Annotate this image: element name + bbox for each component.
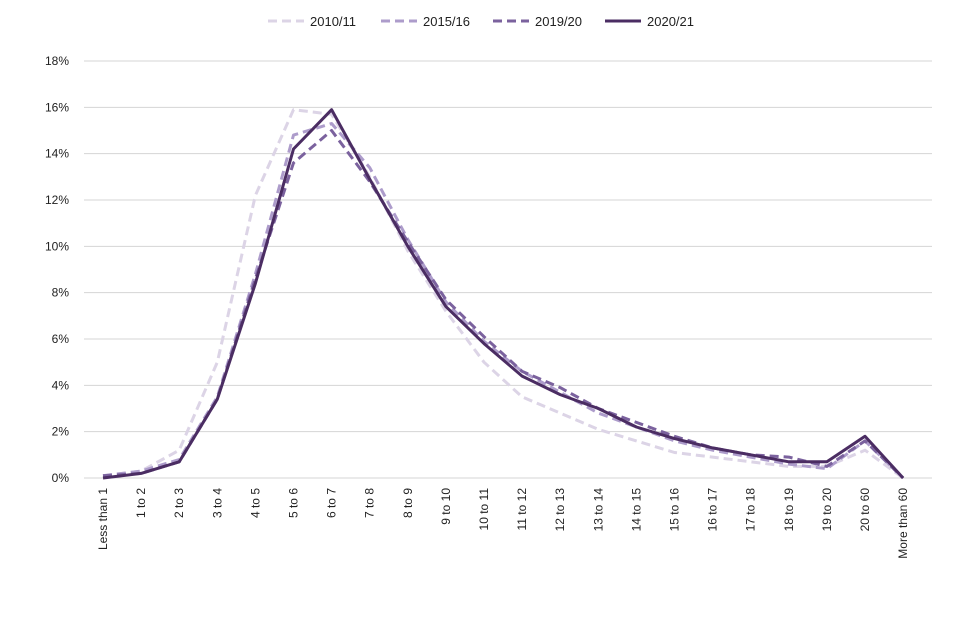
- legend-label: 2020/21: [647, 14, 694, 29]
- legend-label: 2010/11: [310, 14, 356, 29]
- x-tick-label: 1 to 2: [134, 488, 148, 518]
- x-axis: Less than 1 1 to 2 2 to 3 3 to 4 4 to 5 5 to …: [96, 488, 910, 559]
- y-tick-label: 8%: [52, 286, 70, 300]
- x-tick-label: 14 to 15: [629, 488, 643, 532]
- y-tick-label: 0%: [52, 471, 70, 485]
- x-tick-label: Less than 1: [96, 488, 110, 550]
- x-tick-label: More than 60: [896, 488, 910, 559]
- x-tick-label: 3 to 4: [210, 488, 224, 518]
- series-line-2019-20: [102, 129, 905, 480]
- x-tick-label: 9 to 10: [439, 488, 453, 525]
- y-tick-label: 16%: [45, 100, 69, 114]
- x-tick-label: 6 to 7: [325, 488, 339, 518]
- x-tick-label: 11 to 12: [515, 488, 529, 531]
- legend-label: 2015/16: [423, 14, 470, 29]
- x-tick-label: 16 to 17: [706, 488, 720, 532]
- x-tick-label: 13 to 14: [591, 488, 605, 532]
- y-tick-label: 2%: [52, 425, 70, 439]
- x-tick-label: 10 to 11: [477, 488, 491, 531]
- y-tick-label: 18%: [45, 54, 69, 68]
- y-tick-label: 12%: [45, 193, 69, 207]
- x-tick-label: 19 to 20: [820, 488, 834, 532]
- y-tick-label: 4%: [52, 378, 70, 392]
- gridlines: [84, 60, 932, 479]
- x-tick-label: 7 to 8: [363, 488, 377, 518]
- y-axis: 0% 2% 4% 6% 8% 10% 12% 14% 16% 18%: [45, 54, 69, 485]
- x-tick-label: 2 to 3: [172, 488, 186, 518]
- x-tick-label: 12 to 13: [553, 488, 567, 532]
- y-tick-label: 10%: [45, 239, 69, 253]
- series-line-2010-11: [102, 108, 904, 480]
- x-tick-label: 8 to 9: [401, 488, 415, 518]
- x-tick-label: 4 to 5: [248, 488, 262, 518]
- series-line-2020-21: [102, 108, 905, 480]
- x-tick-label: 15 to 16: [668, 488, 682, 532]
- y-tick-label: 6%: [52, 332, 70, 346]
- x-tick-label: 20 to 60: [858, 488, 872, 532]
- legend-label: 2019/20: [535, 14, 582, 29]
- x-tick-label: 18 to 19: [782, 488, 796, 532]
- x-tick-label: 17 to 18: [744, 488, 758, 532]
- series-line-2015-16: [102, 122, 905, 480]
- x-tick-label: 5 to 6: [287, 488, 301, 518]
- y-tick-label: 14%: [45, 147, 69, 161]
- series-lines: [102, 108, 905, 480]
- legend: 2010/11 2015/16 2019/20 2020/21: [268, 14, 694, 29]
